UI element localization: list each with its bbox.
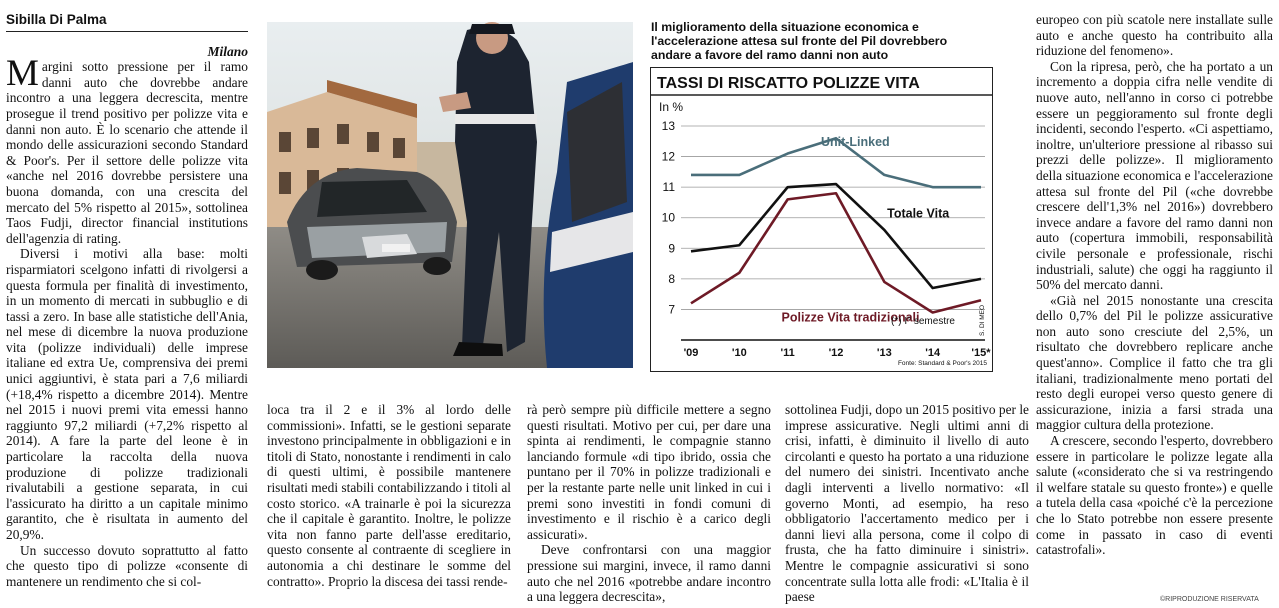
article-column-3: rà però sempre più difficile mettere a s… bbox=[527, 402, 771, 605]
paragraph: Deve confrontarsi con una maggior pressi… bbox=[527, 542, 771, 605]
x-tick-label: '13 bbox=[877, 347, 892, 359]
byline: Sibilla Di Palma bbox=[6, 12, 248, 32]
copyright-notice: ©RIPRODUZIONE RISERVATA bbox=[1160, 596, 1259, 603]
paragraph: sottolinea Fudji, dopo un 2015 positivo … bbox=[785, 402, 1029, 605]
y-tick-label: 7 bbox=[668, 302, 675, 316]
paragraph: rà però sempre più difficile mettere a s… bbox=[527, 402, 771, 542]
series-label: Totale Vita bbox=[887, 207, 950, 221]
y-tick-label: 9 bbox=[668, 241, 675, 255]
y-tick-label: 12 bbox=[662, 150, 676, 164]
chart-note: (*) I° semestre bbox=[891, 316, 955, 327]
paragraph: Diversi i motivi alla base: molti rispar… bbox=[6, 246, 248, 542]
series-label: Unit-Linked bbox=[821, 135, 890, 149]
series-line bbox=[690, 182, 982, 290]
paragraph: loca tra il 2 e il 3% al lordo delle com… bbox=[267, 402, 511, 589]
y-tick-label: 11 bbox=[663, 180, 676, 194]
chart-caption: Il miglioramento della situazione econom… bbox=[651, 20, 948, 62]
y-axis-label: In % bbox=[659, 100, 683, 114]
x-tick-label: '10 bbox=[732, 347, 747, 359]
chart-box: TASSI DI RISCATTO POLIZZE VITA In % 7 8 9 1… bbox=[650, 67, 993, 372]
y-tick-label: 8 bbox=[668, 272, 675, 286]
x-tick-label: '14 bbox=[925, 347, 941, 359]
chart-source: Fonte: Standard & Poor's 2015 bbox=[898, 360, 987, 367]
x-tick-label: '15* bbox=[971, 347, 991, 359]
chart-credit: S. DI MEO bbox=[979, 305, 986, 336]
paragraph: Con la ripresa, però, che ha portato a u… bbox=[1036, 58, 1273, 293]
article-column-5: europeo con più scatole nere installate … bbox=[1036, 12, 1273, 558]
paragraph: A crescere, secondo l'esperto, dovrebber… bbox=[1036, 433, 1273, 558]
x-tick-label: '09 bbox=[684, 347, 699, 359]
chart-title: TASSI DI RISCATTO POLIZZE VITA bbox=[657, 75, 920, 92]
dateline: Milano bbox=[207, 43, 248, 59]
paragraph: «Già nel 2015 nonostante una crescita de… bbox=[1036, 292, 1273, 433]
y-tick-label: 13 bbox=[662, 119, 676, 133]
line-chart: TASSI DI RISCATTO POLIZZE VITA In % 7 8 9 1… bbox=[651, 68, 992, 367]
y-tick-label: 10 bbox=[662, 211, 676, 225]
x-tick-label: '11 bbox=[781, 347, 795, 359]
article-column-4: sottolinea Fudji, dopo un 2015 positivo … bbox=[785, 402, 1029, 605]
paragraph: Un successo dovuto soprattutto al fatto … bbox=[6, 542, 248, 589]
x-tick-label: '12 bbox=[829, 347, 844, 359]
paragraph: europeo con più scatole nere installate … bbox=[1036, 12, 1273, 59]
series-label: Polizze Vita tradizionali bbox=[782, 311, 920, 325]
dropcap: M bbox=[6, 53, 39, 95]
car-accident-photo bbox=[267, 22, 633, 368]
article-column-2: loca tra il 2 e il 3% al lordo delle com… bbox=[267, 402, 511, 589]
news-photo bbox=[267, 22, 633, 368]
